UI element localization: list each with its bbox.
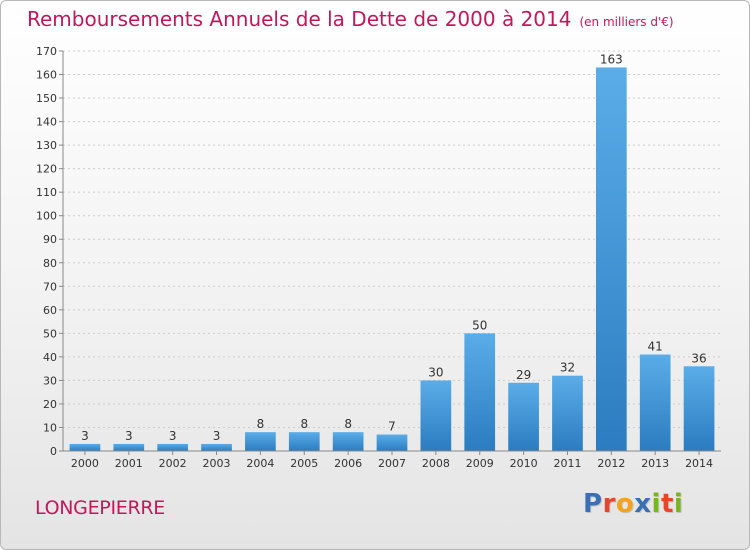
x-tick-label-2002: 2002	[159, 457, 187, 470]
x-tick-label-2009: 2009	[466, 457, 494, 470]
logo-letter: r	[602, 489, 616, 519]
x-tick-label-2006: 2006	[334, 457, 362, 470]
bar-2013	[639, 354, 671, 451]
y-tick-label: 110	[36, 186, 57, 199]
logo-letter: i	[673, 489, 684, 519]
y-tick-label: 80	[43, 257, 57, 270]
y-tick-label: 40	[43, 351, 57, 364]
value-label-2014: 36	[691, 351, 706, 365]
bar-2001	[113, 443, 145, 451]
bar-2007	[376, 434, 408, 451]
bar-2014	[683, 366, 715, 451]
x-tick-label-2008: 2008	[422, 457, 450, 470]
y-tick-label: 0	[50, 445, 57, 458]
x-tick-label-2013: 2013	[641, 457, 669, 470]
bar-2000	[69, 443, 101, 451]
value-label-2005: 8	[300, 417, 308, 431]
value-label-2006: 8	[344, 417, 352, 431]
bar-2011	[552, 375, 583, 451]
logo-letter: t	[660, 489, 674, 519]
value-label-2004: 8	[257, 417, 265, 431]
y-tick-label: 30	[43, 374, 57, 387]
chart-unit-note: (en milliers d'€)	[579, 15, 674, 29]
value-label-2008: 30	[428, 365, 443, 379]
value-label-2011: 32	[560, 361, 575, 375]
bar-2008	[420, 380, 452, 451]
value-label-2009: 50	[472, 318, 487, 332]
logo-letter: P	[583, 489, 603, 519]
y-tick-label: 130	[36, 139, 57, 152]
y-tick-label: 10	[43, 421, 57, 434]
x-tick-label-2014: 2014	[685, 457, 713, 470]
commune-name: LONGEPIERRE	[35, 497, 165, 519]
logo-letter: o	[615, 489, 635, 519]
chart-title-block: Remboursements Annuels de la Dette de 20…	[27, 7, 674, 31]
bar-2003	[201, 443, 232, 451]
proxiti-logo[interactable]: Proxiti	[583, 489, 683, 519]
chart-title: Remboursements Annuels de la Dette de 20…	[27, 7, 572, 31]
bar-2005	[288, 432, 320, 451]
x-tick-label-2000: 2000	[71, 457, 99, 470]
x-tick-label-2011: 2011	[553, 457, 581, 470]
x-tick-label-2007: 2007	[378, 457, 406, 470]
y-tick-label: 20	[43, 398, 57, 411]
y-tick-label: 70	[43, 280, 57, 293]
value-label-2002: 3	[169, 429, 177, 443]
bar-2006	[332, 432, 364, 451]
logo-letter: x	[634, 489, 652, 519]
bars-layer	[69, 67, 715, 452]
bar-2012	[595, 67, 627, 452]
x-tick-label-2003: 2003	[203, 457, 231, 470]
x-tick-label-2001: 2001	[115, 457, 143, 470]
value-label-2007: 7	[388, 420, 396, 434]
value-label-2010: 29	[516, 368, 531, 382]
y-tick-label: 170	[36, 45, 57, 58]
value-label-2013: 41	[648, 340, 663, 354]
y-tick-label: 90	[43, 233, 57, 246]
y-tick-label: 140	[36, 116, 57, 129]
value-label-2000: 3	[81, 429, 89, 443]
x-tick-label-2012: 2012	[597, 457, 625, 470]
y-tick-label: 100	[36, 210, 57, 223]
axis-layer: 0 10 20 30 40 50 60 70 80 90 100 110 120 130 140 150 160…	[36, 45, 721, 458]
x-tick-label-2005: 2005	[290, 457, 318, 470]
y-tick-label: 160	[36, 69, 57, 82]
bar-2002	[157, 443, 189, 451]
value-label-2003: 3	[213, 429, 221, 443]
value-label-2012: 163	[600, 52, 623, 66]
bar-2004	[245, 432, 276, 451]
bar-2009	[464, 333, 496, 451]
x-tick-label-2004: 2004	[246, 457, 274, 470]
y-tick-label: 60	[43, 304, 57, 317]
x-tick-label-2010: 2010	[510, 457, 538, 470]
bar-2010	[508, 382, 539, 451]
labels-layer: 3 2000 3 2001 3 2002 3 2003 8 2004 8 2005 8 2006 7 2007…	[71, 52, 713, 470]
value-label-2001: 3	[125, 429, 133, 443]
logo-letter: i	[651, 489, 661, 519]
y-tick-label: 120	[36, 163, 57, 176]
y-tick-label: 50	[43, 327, 57, 340]
y-tick-label: 150	[36, 92, 57, 105]
